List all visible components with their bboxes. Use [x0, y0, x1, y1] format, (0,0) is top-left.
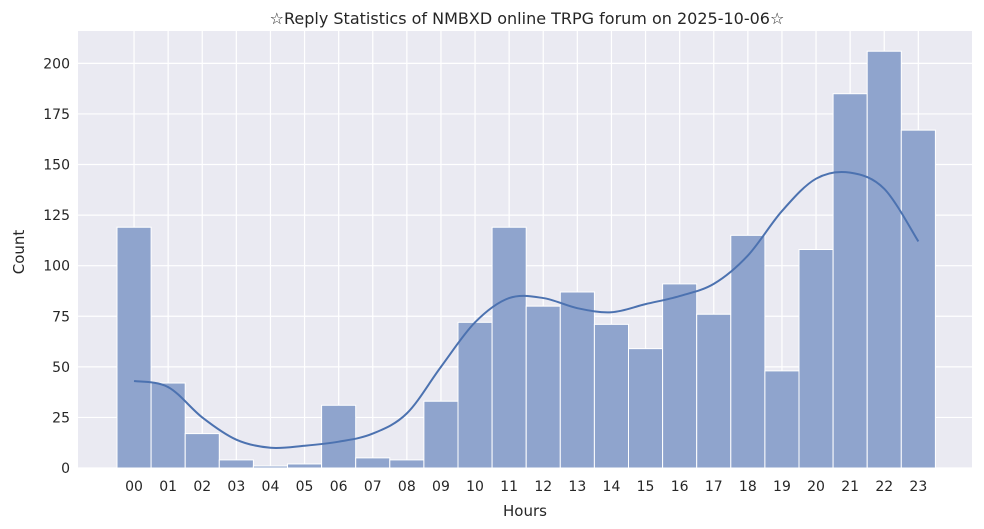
y-tick-label: 25: [52, 410, 70, 426]
histogram-bar: [559, 291, 595, 469]
histogram-bar: [252, 465, 288, 469]
x-tick-label: 11: [500, 479, 518, 495]
x-tick-label: 02: [193, 479, 211, 495]
x-tick-label: 12: [534, 479, 552, 495]
histogram-bar: [662, 283, 698, 469]
y-tick-label: 150: [43, 158, 70, 174]
histogram-bar: [900, 129, 936, 469]
x-tick-label: 00: [125, 479, 143, 495]
kde-line: [133, 170, 920, 450]
histogram-bar: [218, 459, 254, 469]
x-tick-label: 22: [875, 479, 893, 495]
x-tick-labels: 00 01 02 03 04 05 06 07 08 09 10 11 12 13 14 15 16 17 18 19…: [125, 479, 927, 495]
x-tick-label: 17: [705, 479, 723, 495]
y-tick-label: 175: [43, 107, 70, 123]
histogram-bar: [730, 234, 766, 469]
x-tick-label: 09: [432, 479, 450, 495]
x-tick-label: 07: [364, 479, 382, 495]
histogram-bar: [832, 93, 868, 469]
x-tick-label: 14: [603, 479, 621, 495]
chart-title: ☆Reply Statistics of NMBXD online TRPG f…: [270, 9, 785, 28]
x-tick-label: 04: [262, 479, 280, 495]
histogram-bar: [696, 313, 732, 469]
x-tick-label: 05: [296, 479, 314, 495]
x-tick-label: 21: [841, 479, 859, 495]
bar-layer: [116, 50, 936, 469]
histogram-bar: [593, 323, 630, 469]
histogram-bar: [764, 370, 800, 469]
histogram-bar: [866, 50, 902, 469]
histogram-bar: [628, 348, 664, 469]
x-tick-label: 23: [909, 479, 927, 495]
x-tick-label: 06: [330, 479, 348, 495]
x-tick-label: 19: [773, 479, 791, 495]
x-tick-label: 08: [398, 479, 416, 495]
x-tick-label: 20: [807, 479, 825, 495]
histogram-bar: [423, 400, 459, 469]
x-tick-label: 18: [739, 479, 757, 495]
x-axis-title: Hours: [503, 502, 547, 520]
x-tick-label: 13: [568, 479, 586, 495]
y-axis-title: Count: [10, 230, 28, 275]
histogram-bar: [184, 433, 220, 469]
y-tick-label: 50: [52, 360, 70, 376]
y-tick-label: 100: [43, 259, 70, 275]
histogram-bar: [389, 459, 425, 469]
y-tick-label: 200: [43, 56, 70, 72]
histogram-bar: [321, 404, 357, 469]
y-tick-label: 125: [43, 208, 70, 224]
x-tick-label: 16: [671, 479, 689, 495]
y-tick-label: 0: [61, 461, 70, 477]
y-tick-label: 75: [52, 309, 70, 325]
histogram-bar: [491, 226, 527, 469]
histogram-bar: [525, 305, 561, 469]
x-tick-label: 01: [159, 479, 177, 495]
y-tick-labels: 0 25 50 75 100 125 150 175 200: [43, 56, 70, 477]
histogram-bar: [457, 321, 493, 469]
histogram-bar: [798, 249, 834, 469]
histogram-bar: [116, 226, 152, 469]
histogram-bar: [287, 463, 323, 469]
x-tick-label: 10: [466, 479, 484, 495]
histogram-bar: [355, 457, 391, 469]
x-tick-label: 03: [227, 479, 245, 495]
x-tick-label: 15: [637, 479, 655, 495]
